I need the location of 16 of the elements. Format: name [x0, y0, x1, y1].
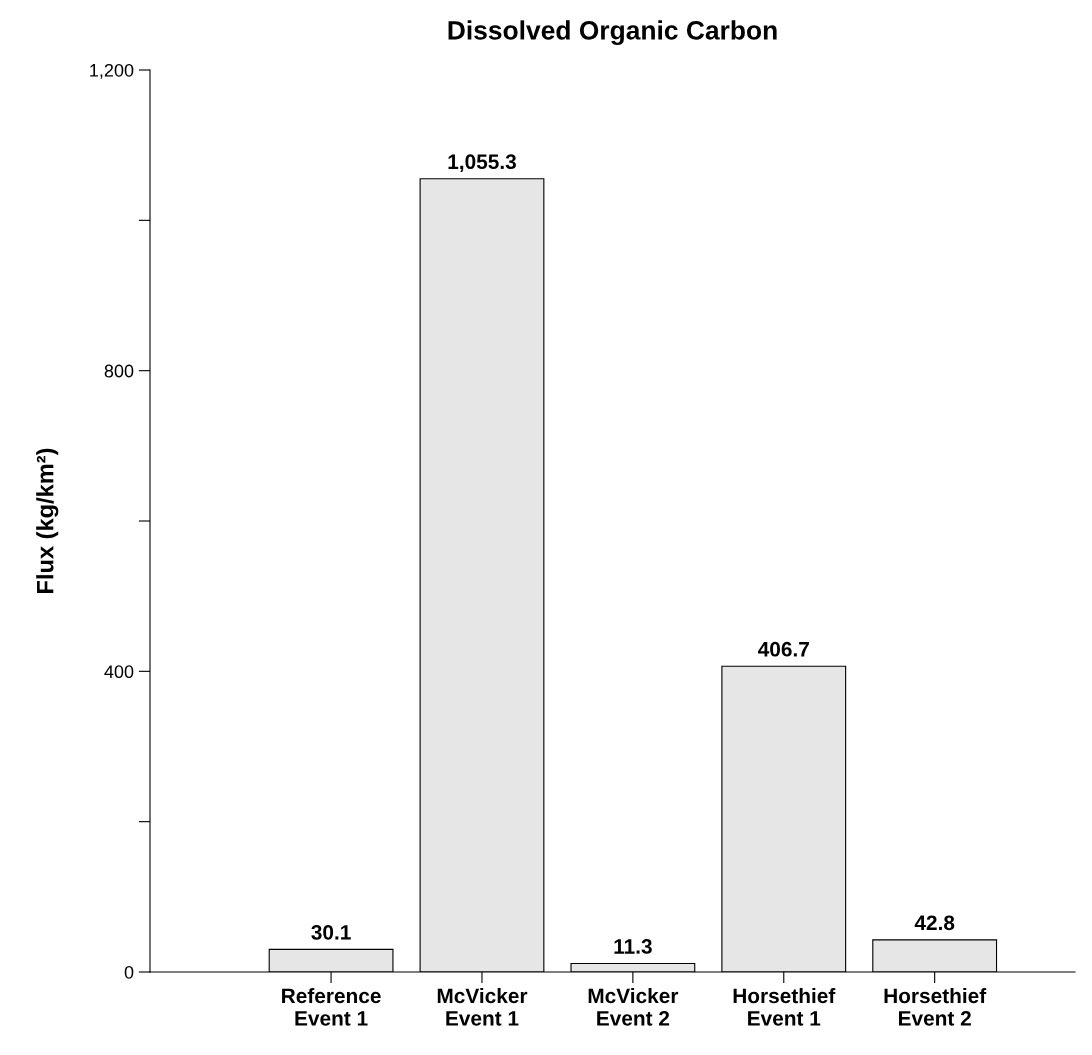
- y-tick-label: 800: [104, 364, 134, 378]
- y-tick-label: 400: [104, 665, 134, 679]
- y-tick-label: 1,200: [90, 63, 134, 79]
- x-tick-label: Reference Event 1: [282, 987, 381, 1026]
- chart-title: Dissolved Organic Carbon: [448, 20, 777, 46]
- x-tick-label: McVicker Event 1: [437, 987, 528, 1026]
- y-axis-title: Flux (kg/km²): [36, 448, 59, 593]
- data-label: 11.3: [614, 939, 652, 954]
- y-tick-label: 0: [124, 965, 134, 979]
- x-tick-label: Horsethief Event 1: [733, 987, 836, 1026]
- data-label: 42.8: [914, 915, 955, 931]
- data-label: 30.1: [311, 924, 351, 940]
- x-tick-label: McVicker Event 2: [588, 987, 679, 1026]
- data-label: 406.7: [758, 641, 809, 657]
- data-label: 1,055.3: [448, 154, 516, 173]
- x-tick-label: Horsethief Event 2: [884, 987, 987, 1026]
